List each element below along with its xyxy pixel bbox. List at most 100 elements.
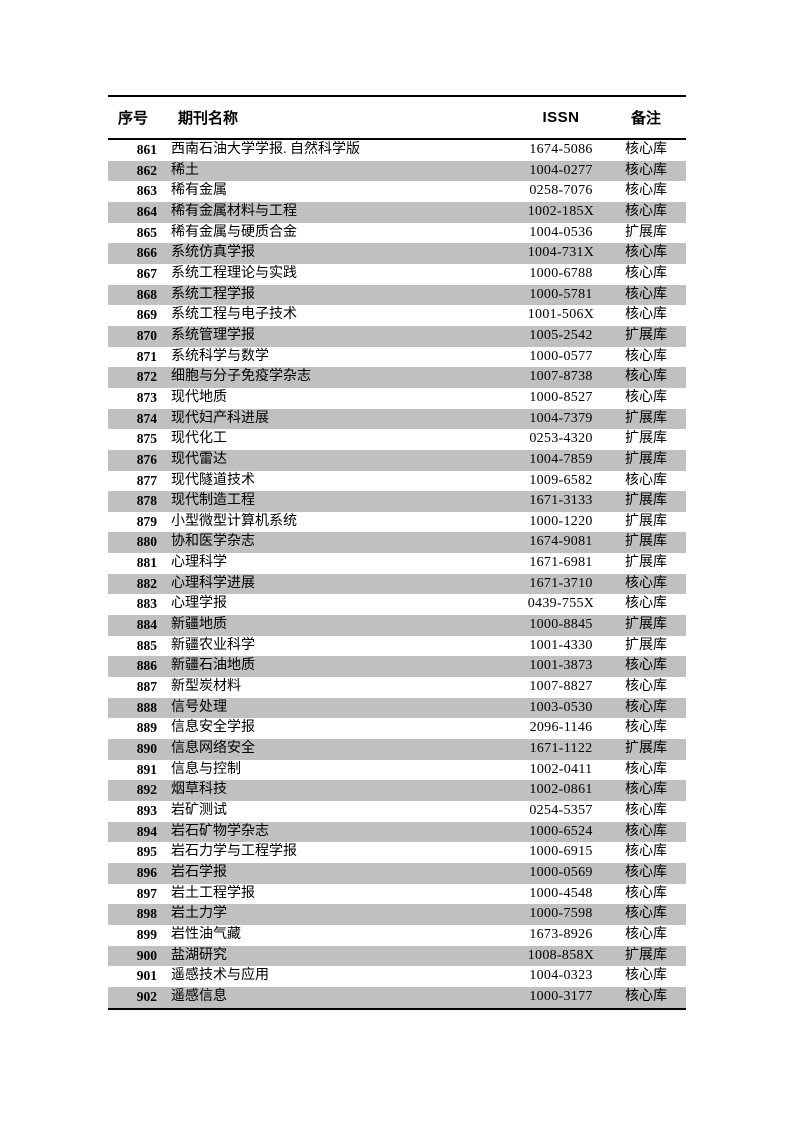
cell-journal-name: 系统管理学报 [171, 327, 255, 343]
cell-remark: 核心库 [625, 844, 667, 860]
cell-issn: 1008-858X [527, 947, 595, 963]
cell-journal-name: 系统工程学报 [171, 286, 255, 302]
cell-issn: 1004-0323 [529, 968, 593, 984]
cell-journal-name: 稀有金属与硬质合金 [171, 224, 297, 240]
cell-remark: 扩展库 [625, 410, 667, 426]
cell-index: 866 [136, 245, 157, 261]
cell-index: 897 [136, 885, 157, 901]
cell-remark: 核心库 [625, 926, 667, 942]
cell-index: 883 [136, 596, 157, 612]
cell-remark: 扩展库 [625, 513, 667, 529]
cell-index: 892 [136, 782, 157, 798]
cell-journal-name: 细胞与分子免疫学杂志 [171, 369, 311, 385]
cell-journal-name: 稀有金属 [171, 183, 227, 199]
cell-issn: 1674-9081 [529, 534, 593, 550]
table-row: 865 稀有金属与硬质合金 1004-0536 扩展库 [108, 223, 686, 244]
cell-issn: 1002-0411 [529, 761, 593, 777]
cell-issn: 2096-1146 [529, 720, 593, 736]
cell-remark: 核心库 [625, 575, 667, 591]
cell-index: 889 [136, 720, 157, 736]
cell-journal-name: 新疆地质 [171, 617, 227, 633]
cell-journal-name: 信号处理 [171, 699, 227, 715]
cell-remark: 核心库 [625, 472, 667, 488]
cell-index: 867 [136, 265, 157, 281]
cell-remark: 扩展库 [625, 327, 667, 343]
cell-remark: 核心库 [625, 286, 667, 302]
table-row: 861 西南石油大学学报. 自然科学版 1674-5086 核心库 [108, 140, 686, 161]
cell-remark: 核心库 [625, 968, 667, 984]
cell-remark: 核心库 [625, 864, 667, 880]
cell-journal-name: 盐湖研究 [171, 947, 227, 963]
cell-remark: 核心库 [625, 782, 667, 798]
table-row: 902 遥感信息 1000-3177 核心库 [108, 986, 686, 1008]
cell-journal-name: 心理科学进展 [171, 575, 255, 591]
cell-journal-name: 系统仿真学报 [171, 245, 255, 261]
cell-issn: 1674-5086 [529, 142, 593, 157]
table-row: 871 系统科学与数学 1000-0577 核心库 [108, 347, 686, 368]
cell-issn: 1004-7859 [529, 451, 593, 467]
table-row: 890 信息网络安全 1671-1122 扩展库 [108, 739, 686, 760]
cell-journal-name: 心理学报 [171, 596, 227, 612]
cell-journal-name: 新疆石油地质 [171, 658, 255, 674]
cell-journal-name: 新疆农业科学 [171, 637, 255, 653]
table-row: 877 现代隧道技术 1009-6582 核心库 [108, 471, 686, 492]
cell-index: 901 [136, 968, 157, 984]
table-row: 894 岩石矿物学杂志 1000-6524 核心库 [108, 821, 686, 843]
cell-remark: 核心库 [625, 823, 667, 839]
cell-index: 886 [136, 658, 157, 674]
cell-journal-name: 岩石矿物学杂志 [171, 823, 269, 839]
cell-remark: 核心库 [625, 906, 667, 922]
cell-remark: 扩展库 [625, 617, 667, 633]
cell-issn: 1671-6981 [529, 555, 593, 571]
cell-remark: 扩展库 [625, 431, 667, 447]
table-row: 869 系统工程与电子技术 1001-506X 核心库 [108, 305, 686, 326]
cell-issn: 1002-185X [527, 203, 595, 219]
cell-remark: 核心库 [625, 183, 667, 199]
cell-remark: 核心库 [625, 761, 667, 777]
cell-index: 887 [136, 679, 157, 695]
table-row: 870 系统管理学报 1005-2542 扩展库 [108, 325, 686, 347]
cell-journal-name: 稀土 [171, 162, 199, 178]
cell-remark: 核心库 [625, 245, 667, 261]
table-row: 891 信息与控制 1002-0411 核心库 [108, 760, 686, 781]
cell-index: 894 [136, 823, 157, 839]
cell-index: 865 [136, 224, 157, 240]
cell-remark: 核心库 [625, 988, 667, 1004]
cell-index: 891 [136, 761, 157, 777]
cell-issn: 0258-7076 [529, 183, 593, 199]
cell-journal-name: 信息网络安全 [171, 741, 255, 757]
cell-journal-name: 岩土工程学报 [171, 885, 255, 901]
cell-index: 876 [136, 451, 157, 467]
cell-remark: 核心库 [625, 596, 667, 612]
table-row: 875 现代化工 0253-4320 扩展库 [108, 429, 686, 450]
cell-remark: 核心库 [625, 679, 667, 695]
table-row: 866 系统仿真学报 1004-731X 核心库 [108, 243, 686, 264]
table-row: 892 烟草科技 1002-0861 核心库 [108, 780, 686, 801]
cell-index: 899 [136, 926, 157, 942]
cell-issn: 1671-3710 [529, 575, 593, 591]
table-row: 868 系统工程学报 1000-5781 核心库 [108, 284, 686, 306]
cell-journal-name: 岩石学报 [171, 864, 227, 880]
cell-journal-name: 现代妇产科进展 [171, 410, 269, 426]
table-row: 889 信息安全学报 2096-1146 核心库 [108, 718, 686, 739]
cell-issn: 1000-8845 [529, 617, 593, 633]
cell-journal-name: 现代化工 [171, 431, 227, 447]
table-row: 898 岩土力学 1000-7598 核心库 [108, 904, 686, 925]
cell-journal-name: 协和医学杂志 [171, 534, 255, 550]
cell-issn: 1000-0577 [529, 348, 593, 364]
cell-index: 900 [136, 947, 157, 963]
table-row: 887 新型炭材料 1007-8827 核心库 [108, 677, 686, 698]
cell-journal-name: 遥感信息 [171, 988, 227, 1004]
table-row: 885 新疆农业科学 1001-4330 扩展库 [108, 636, 686, 657]
column-header-name: 期刊名称 [178, 110, 239, 127]
cell-index: 902 [136, 988, 157, 1004]
table-row: 888 信号处理 1003-0530 核心库 [108, 697, 686, 719]
cell-journal-name: 新型炭材料 [171, 679, 241, 695]
cell-index: 884 [136, 617, 157, 633]
cell-issn: 1000-6788 [529, 265, 593, 281]
table-row: 873 现代地质 1000-8527 核心库 [108, 388, 686, 409]
cell-remark: 核心库 [625, 348, 667, 364]
table-row: 893 岩矿测试 0254-5357 核心库 [108, 801, 686, 822]
cell-index: 873 [136, 389, 157, 405]
